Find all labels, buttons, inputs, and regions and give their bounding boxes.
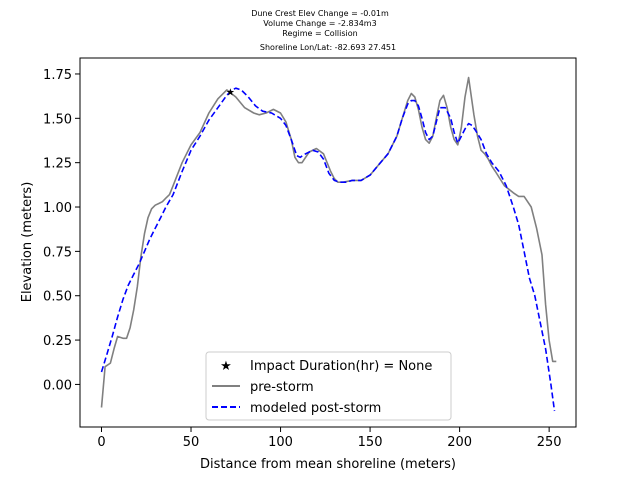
series-line-post-storm [100, 87, 556, 412]
x-tick-label: 150 [358, 435, 383, 450]
x-tick-label: 250 [537, 435, 562, 450]
legend-box [205, 351, 452, 421]
x-axis-ticks: 0 50 100 150 200 250 [97, 427, 562, 450]
title-line-2: Volume Change = -2.834m3 [263, 19, 376, 28]
y-tick-label: 1.50 [43, 112, 72, 127]
y-tick-label: 1.00 [43, 201, 72, 216]
legend-marker-swatch: ★ [220, 359, 232, 374]
x-axis-label: Distance from mean shoreline (meters) [200, 457, 456, 472]
legend-label-post-storm: modeled post-storm [250, 401, 381, 416]
title-line-3: Regime = Collision [282, 29, 357, 38]
y-tick-label: 1.25 [43, 157, 72, 172]
y-tick-label: 0.25 [43, 334, 72, 349]
y-tick-label: 1.75 [43, 68, 72, 83]
plot-area-frame [79, 57, 577, 428]
legend: ★ Impact Duration(hr) = None pre-storm m… [205, 351, 452, 421]
y-tick-label: 0.00 [43, 378, 72, 393]
plot-series: ★ [100, 76, 557, 412]
x-tick-label: 0 [97, 435, 105, 450]
x-tick-label: 100 [268, 435, 293, 450]
x-tick-label: 200 [447, 435, 472, 450]
title-line-4: Shoreline Lon/Lat: -82.693 27.451 [260, 43, 396, 52]
y-tick-label: 0.75 [43, 245, 72, 260]
x-tick-label: 50 [183, 435, 200, 450]
impact-marker-point: ★ [226, 88, 235, 99]
legend-label-pre-storm: pre-storm [250, 380, 314, 395]
y-axis-label: Elevation (meters) [20, 182, 35, 303]
y-axis-ticks: 0.00 0.25 0.50 0.75 1.00 1.25 1.50 1.75 [43, 68, 80, 393]
chart-title: Dune Crest Elev Change = -0.01m Volume C… [251, 9, 396, 52]
title-line-1: Dune Crest Elev Change = -0.01m [251, 9, 389, 18]
y-tick-label: 0.50 [43, 290, 72, 305]
legend-label-marker: Impact Duration(hr) = None [250, 359, 432, 374]
